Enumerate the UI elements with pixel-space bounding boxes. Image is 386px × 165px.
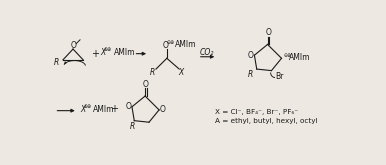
Text: ⊖⊕: ⊖⊕ bbox=[167, 40, 175, 45]
Text: O: O bbox=[143, 80, 149, 89]
Text: AMIm: AMIm bbox=[93, 105, 115, 114]
Text: O: O bbox=[266, 28, 271, 37]
Text: R: R bbox=[150, 68, 156, 77]
Text: +: + bbox=[91, 50, 99, 59]
Text: AMIm: AMIm bbox=[175, 40, 197, 49]
Text: O: O bbox=[160, 105, 166, 114]
Text: X: X bbox=[178, 68, 183, 77]
Text: R: R bbox=[54, 58, 59, 67]
Text: R: R bbox=[130, 122, 135, 131]
Text: X: X bbox=[101, 48, 106, 57]
Text: AMIm: AMIm bbox=[114, 48, 135, 57]
Text: X: X bbox=[81, 105, 86, 114]
Text: O: O bbox=[163, 41, 169, 50]
Text: CO₂: CO₂ bbox=[200, 48, 214, 57]
Text: O: O bbox=[125, 102, 131, 111]
Text: X = Cl⁻, BF₄⁻, Br⁻, PF₆⁻: X = Cl⁻, BF₄⁻, Br⁻, PF₆⁻ bbox=[215, 109, 298, 115]
Text: ⊖⊕: ⊖⊕ bbox=[284, 53, 292, 58]
Text: AMIm: AMIm bbox=[288, 53, 310, 62]
Text: Br: Br bbox=[275, 72, 284, 81]
Text: +: + bbox=[110, 104, 118, 114]
Text: O: O bbox=[247, 51, 254, 60]
Text: ⊖⊕: ⊖⊕ bbox=[104, 47, 112, 52]
Text: ⊖⊕: ⊖⊕ bbox=[84, 104, 92, 109]
Text: R: R bbox=[247, 70, 253, 79]
Text: O: O bbox=[71, 41, 77, 50]
Text: A = ethyl, butyl, hexyl, octyl: A = ethyl, butyl, hexyl, octyl bbox=[215, 118, 317, 124]
